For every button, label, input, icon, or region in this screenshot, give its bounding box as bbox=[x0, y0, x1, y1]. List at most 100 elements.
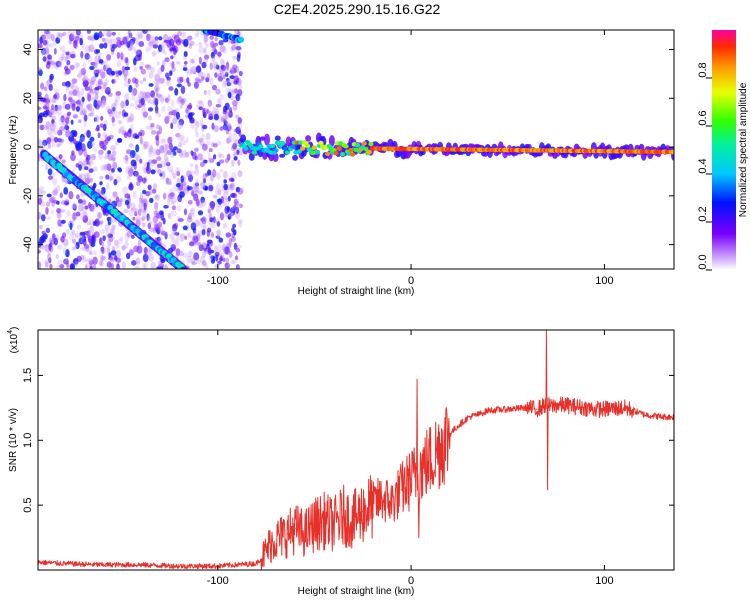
noise-point bbox=[200, 255, 205, 264]
noise-point bbox=[217, 76, 223, 82]
noise-point bbox=[90, 80, 95, 86]
noise-point bbox=[49, 107, 55, 115]
y-tick-label: 1.0 bbox=[22, 433, 34, 448]
noise-point bbox=[158, 225, 164, 234]
snr-series-line bbox=[38, 330, 674, 570]
noise-point bbox=[101, 132, 108, 138]
noise-point bbox=[231, 44, 236, 51]
colorbar-ticks: 0.0 0.2 0.4 0.6 0.8 bbox=[697, 62, 712, 271]
noise-point bbox=[194, 126, 199, 135]
noise-point bbox=[167, 136, 173, 144]
noise-point bbox=[224, 200, 230, 208]
noise-point bbox=[156, 163, 163, 169]
noise-point bbox=[46, 60, 51, 65]
noise-point bbox=[56, 143, 60, 148]
noise-point bbox=[185, 108, 189, 114]
noise-point bbox=[57, 32, 63, 41]
noise-point bbox=[79, 231, 86, 236]
noise-point bbox=[181, 97, 187, 104]
carrier-point bbox=[258, 144, 264, 149]
noise-point bbox=[233, 198, 238, 205]
noise-point bbox=[49, 264, 53, 269]
noise-point bbox=[97, 211, 102, 219]
noise-point bbox=[163, 50, 167, 55]
noise-point bbox=[103, 163, 109, 170]
noise-point bbox=[202, 108, 206, 116]
noise-point bbox=[106, 136, 111, 142]
noise-point bbox=[59, 209, 65, 214]
noise-point bbox=[224, 69, 228, 76]
noise-point bbox=[87, 258, 94, 262]
carrier-halo bbox=[248, 152, 255, 161]
noise-point bbox=[222, 74, 226, 80]
noise-point bbox=[141, 208, 146, 215]
noise-point bbox=[127, 30, 133, 39]
snr-point bbox=[652, 415, 654, 417]
noise-point bbox=[71, 78, 78, 84]
noise-point bbox=[59, 45, 66, 52]
noise-point bbox=[111, 79, 115, 84]
noise-point bbox=[103, 99, 107, 106]
noise-point bbox=[186, 255, 192, 264]
noise-point bbox=[138, 197, 143, 203]
noise-point bbox=[60, 138, 65, 143]
noise-point bbox=[190, 187, 194, 193]
noise-point bbox=[64, 56, 69, 62]
noise-point bbox=[218, 98, 222, 107]
noise-point bbox=[90, 35, 94, 42]
noise-point bbox=[116, 250, 122, 258]
snr-point bbox=[342, 514, 344, 517]
snr-clip bbox=[38, 330, 674, 570]
noise-point bbox=[208, 184, 214, 192]
noise-point bbox=[166, 177, 172, 185]
noise-point bbox=[152, 183, 158, 190]
noise-point bbox=[53, 199, 59, 204]
noise-point bbox=[198, 230, 203, 237]
noise-point bbox=[149, 197, 154, 204]
noise-point bbox=[95, 92, 99, 100]
noise-point bbox=[135, 257, 141, 265]
noise-point bbox=[129, 167, 134, 175]
noise-point bbox=[77, 90, 82, 99]
noise-point bbox=[148, 45, 153, 51]
noise-point bbox=[184, 61, 188, 65]
noise-point bbox=[59, 264, 65, 269]
noise-point bbox=[216, 262, 221, 269]
noise-point bbox=[42, 233, 48, 240]
noise-point bbox=[190, 222, 197, 231]
noise-point bbox=[179, 233, 186, 239]
noise-point bbox=[73, 62, 79, 70]
noise-point bbox=[194, 182, 199, 187]
noise-point bbox=[118, 127, 125, 134]
noise-point bbox=[78, 204, 84, 212]
noise-point bbox=[86, 130, 91, 138]
noise-point bbox=[94, 127, 100, 132]
noise-point bbox=[185, 137, 189, 143]
noise-point bbox=[219, 93, 224, 101]
noise-point bbox=[45, 125, 49, 131]
noise-point bbox=[116, 51, 121, 60]
noise-point bbox=[225, 232, 232, 238]
noise-point bbox=[228, 251, 233, 258]
noise-point bbox=[104, 78, 109, 84]
noise-point bbox=[72, 138, 77, 145]
noise-point bbox=[100, 164, 106, 172]
noise-point bbox=[98, 152, 103, 161]
noise-point bbox=[169, 192, 176, 197]
noise-point bbox=[179, 134, 185, 141]
noise-point bbox=[111, 102, 117, 111]
noise-point bbox=[148, 150, 153, 158]
noise-point bbox=[162, 192, 167, 200]
noise-point bbox=[201, 260, 207, 267]
noise-point bbox=[126, 204, 130, 209]
noise-point bbox=[168, 142, 173, 151]
snr-point bbox=[236, 564, 238, 566]
noise-point bbox=[53, 48, 57, 55]
noise-point bbox=[233, 88, 238, 94]
noise-point bbox=[175, 133, 181, 138]
noise-point bbox=[106, 231, 110, 238]
noise-point bbox=[177, 121, 183, 130]
noise-point bbox=[53, 187, 59, 196]
snr-frame bbox=[37, 329, 675, 571]
noise-point bbox=[212, 61, 219, 69]
